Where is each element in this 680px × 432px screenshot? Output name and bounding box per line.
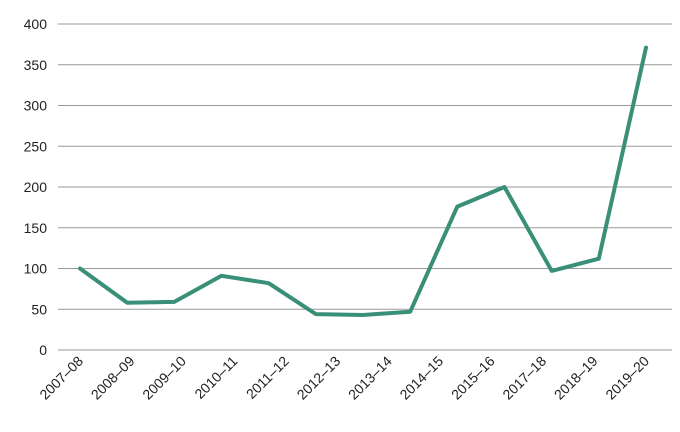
- y-tick-label: 150: [24, 220, 48, 236]
- x-tick-label: 2018–19: [551, 353, 601, 403]
- x-tick-label: 2014–15: [396, 353, 446, 403]
- x-tick-label: 2009–10: [139, 353, 189, 403]
- x-tick-label: 2019–20: [602, 353, 652, 403]
- x-axis-tick-labels: 2007–08 2008–09 2009–10 2010–11 2011–12 2012–…: [36, 353, 652, 403]
- x-tick-label: 2015–16: [448, 353, 498, 403]
- x-tick-label: 2010–11: [191, 353, 240, 402]
- y-tick-label: 300: [24, 98, 48, 114]
- y-tick-label: 400: [24, 16, 48, 32]
- y-tick-label: 250: [24, 138, 48, 154]
- gridlines: [58, 23, 672, 351]
- y-axis-tick-labels: 0 50 100 150 200 250 300 350 400: [24, 16, 48, 358]
- x-tick-label: 2012–13: [294, 353, 344, 403]
- y-tick-label: 100: [24, 261, 48, 277]
- y-tick-label: 0: [39, 342, 47, 358]
- x-tick-label: 2007–08: [36, 353, 86, 403]
- y-tick-label: 200: [24, 179, 48, 195]
- x-tick-label: 2017–18: [499, 353, 549, 403]
- x-tick-label: 2011–12: [243, 353, 292, 402]
- x-tick-label: 2013–14: [345, 353, 395, 403]
- y-tick-label: 350: [24, 57, 48, 73]
- series-lines: [78, 45, 648, 317]
- y-tick-label: 50: [31, 301, 47, 317]
- x-tick-label: 2008–09: [88, 353, 138, 403]
- series-line-0: [78, 45, 648, 317]
